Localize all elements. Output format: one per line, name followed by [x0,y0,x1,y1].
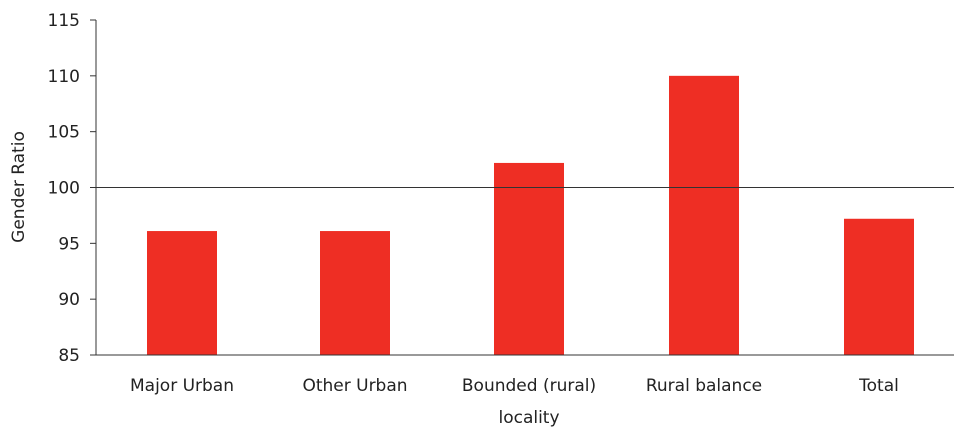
x-axis-title: locality [498,408,559,428]
bar [320,231,390,355]
bar [844,218,914,355]
x-category-label: Total [858,376,899,396]
x-category-label: Bounded (rural) [462,376,596,396]
y-tick-label: 85 [58,346,80,366]
y-tick-label: 110 [48,67,80,87]
y-axis-ticks: 85 90 95 100 105 110 115 [48,11,96,366]
x-category-label: Rural balance [646,376,762,396]
x-axis-category-labels: Major Urban Other Urban Bounded (rural) Rur… [130,376,899,396]
bar [669,75,739,355]
y-tick-label: 105 [48,123,80,143]
y-axis-title: Gender Ratio [9,131,29,243]
bar [494,162,564,355]
y-tick-label: 90 [58,290,80,310]
x-category-label: Major Urban [130,376,234,396]
y-tick-label: 95 [58,234,80,254]
y-tick-label: 100 [48,179,80,199]
bar [147,231,217,355]
x-category-label: Other Urban [302,376,407,396]
bars [147,75,914,355]
y-tick-label: 115 [48,11,80,31]
